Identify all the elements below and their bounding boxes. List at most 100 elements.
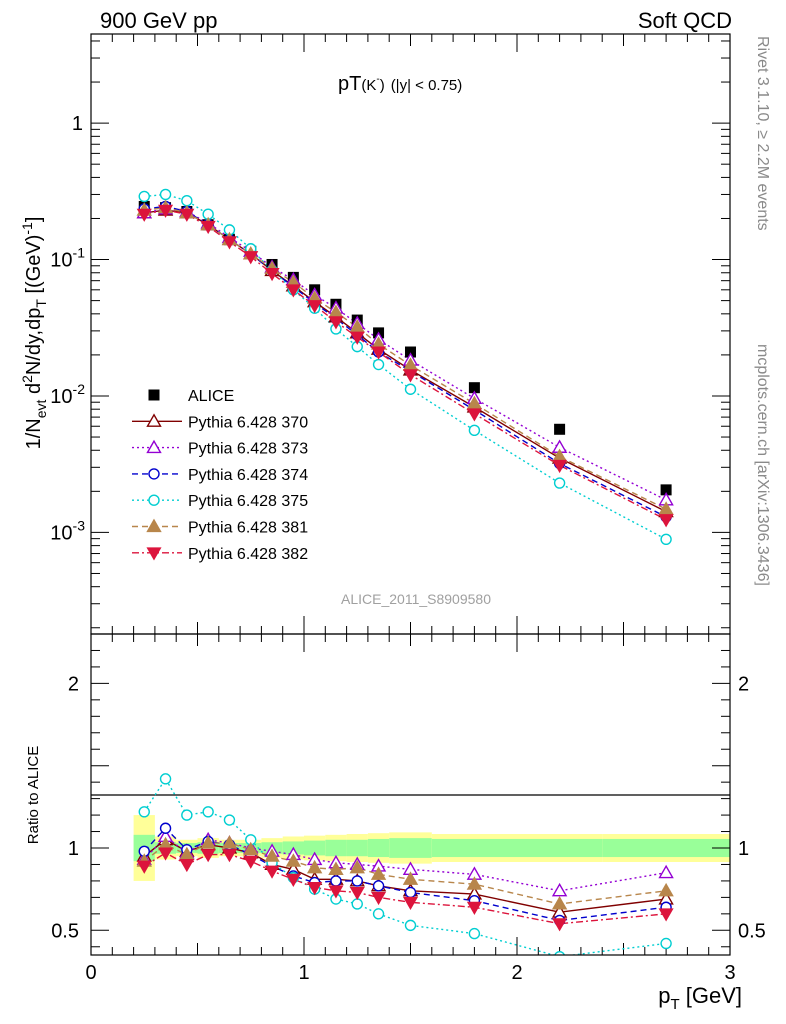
data-point [468,382,480,394]
ratio-series-lines [143,777,667,955]
legend-marker-1 [146,439,162,454]
ratio-series-point-4 [221,835,238,849]
header-left: 900 GeV pp [100,8,217,33]
ratio-series-point-5 [264,865,280,879]
ratio-y-tick-label-right: 1 [738,838,749,860]
ratio-series-point-3 [181,809,193,821]
legend-marker-2 [148,468,160,480]
ratio-series-point-4 [200,835,216,849]
ratio-series-point-3 [404,919,417,932]
ratio-panel: 0.5 0.5 1 1 2 2 Ratio to ALICE [25,633,766,956]
ratio-series-point-5 [200,849,216,863]
ratio-series-point-5 [307,882,323,896]
main-title-cut: (|y| < 0.75) [391,77,463,94]
main-series-point-5 [200,220,216,235]
main-series-point-3 [181,194,193,207]
main-y-tick-label: 10-1 [50,245,85,272]
data-point [554,423,566,435]
main-series-point-5 [243,251,259,265]
ratio-series-point-4 [466,876,483,890]
ratio-series-point-3 [159,773,172,785]
ratio-series-line-1 [143,835,667,892]
main-series-point-5 [371,346,387,360]
ratio-series-point-5 [371,891,387,906]
main-series-line-3 [144,193,667,540]
side-label-rivet: Rivet 3.1.10, ≥ 2.2M events [754,36,771,231]
legend-label-1: Pythia 6.428 373 [188,441,308,458]
main-y-tick-label: 10-3 [50,517,85,544]
main-series-point-5 [552,459,568,474]
ratio-series-point-1 [658,864,674,879]
main-series-point-5 [136,208,152,222]
ratio-series-line-5 [143,852,667,925]
ratio-series-point-5 [552,918,568,932]
ratio-series-point-4 [551,896,568,910]
main-ticks [90,34,731,634]
legend-marker-3 [148,494,160,506]
main-series-point-5 [221,236,237,250]
legend-marker-5 [146,547,162,561]
ratio-y-tick-labels: 0.5 0.5 1 1 2 2 [51,673,766,942]
watermark: ALICE_2011_S8909580 [341,591,491,607]
legend-marker-4 [146,518,162,533]
ratio-series-line-3 [143,777,667,955]
ratio-y-label: Ratio to ALICE [25,746,42,844]
ratio-y-tick-label-left: 0.5 [51,920,79,942]
ratio-series-point-4 [306,859,323,874]
main-series-point-3 [404,383,417,395]
ratio-series-point-5 [158,847,174,861]
data-point [660,484,672,496]
main-series-point-3 [468,424,481,437]
legend-label-0: Pythia 6.428 370 [188,414,308,431]
ratio-series-point-1 [551,882,568,897]
ratio-series-point-5 [402,896,419,911]
ratio-series-point-5 [285,873,301,887]
ratio-series-point-3 [138,806,150,818]
main-y-tick-label: 1 [72,113,83,135]
ratio-series-point-4 [402,871,419,885]
side-label-mcplots: mcplots.cern.ch [arXiv:1306.3436] [754,344,771,586]
legend-label-4: Pythia 6.428 381 [188,520,308,537]
main-series-point-5 [307,300,323,314]
main-frame [90,33,731,635]
x-tick-label: 0 [85,962,96,984]
band-green [602,838,730,858]
band-green [346,839,368,857]
main-y-tick-label: 10-2 [50,381,85,408]
main-series-markers [136,188,674,546]
ratio-y-tick-label-left: 1 [68,838,79,860]
legend-label-5: Pythia 6.428 382 [188,546,308,563]
ratio-y-tick-label-right: 0.5 [738,920,766,942]
ratio-frame [90,633,731,956]
ratio-series-point-4 [658,882,674,897]
x-tick-label: 2 [511,962,522,984]
main-series-point-5 [328,316,344,330]
main-series-point-3 [660,533,672,546]
main-series-point-3 [159,188,172,201]
main-series-point-3 [553,477,566,489]
legend-label-3: Pythia 6.428 375 [188,493,308,510]
legend-marker-0 [146,413,162,427]
ratio-series-line-4 [143,842,667,905]
ratio-series-point-3 [554,950,566,955]
main-series-point-5 [658,514,674,528]
main-series-lines [144,193,667,540]
ratio-series-point-2 [404,886,417,899]
ratio-series-point-4 [349,859,365,874]
ratio-series-line-0 [143,838,667,913]
main-title-sup: - [376,74,379,85]
band-green [304,840,326,856]
ratio-series-point-2 [159,822,172,834]
main-title: pT(K-) (|y| < 0.75) [338,73,462,95]
ratio-series-point-2 [372,880,385,892]
main-series-line-5 [144,209,667,521]
main-series-point-5 [466,408,482,422]
band-green [517,838,603,858]
ratio-series-point-3 [223,814,236,826]
main-series-point-5 [402,369,419,383]
legend-marker-data [148,389,160,401]
header-right: Soft QCD [638,8,732,33]
ratio-series-point-2 [351,875,363,887]
data-point [405,346,416,358]
